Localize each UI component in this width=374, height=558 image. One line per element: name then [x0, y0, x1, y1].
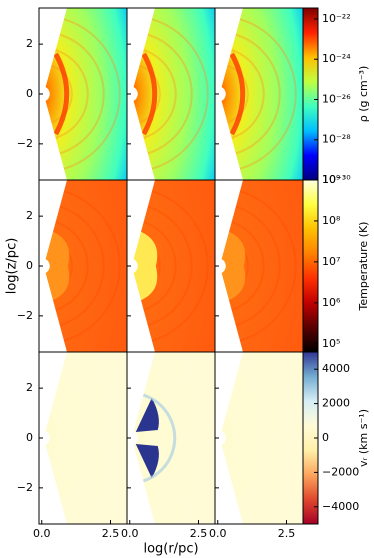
mask [39, 266, 67, 352]
colorbar-label: ρ (g cm⁻³) [357, 66, 370, 123]
x-tick-label: 0.0 [33, 527, 51, 540]
panel [39, 8, 127, 180]
mask [39, 86, 50, 102]
colorbar-tick-label: 10⁵ [322, 337, 340, 350]
colorbar-tick-label: 10⁻²⁶ [322, 92, 351, 105]
y-axis-label: log(z/pc) [5, 238, 20, 295]
x-tick-label: 2.5 [102, 527, 120, 540]
shock [53, 52, 70, 136]
mask [215, 430, 226, 446]
y-tick-label: −2 [17, 137, 33, 150]
x-tick-label: 2.5 [190, 527, 208, 540]
colorbar [302, 179, 319, 353]
shock [229, 52, 246, 136]
mask [127, 258, 138, 274]
mask [215, 438, 243, 524]
mask [127, 180, 155, 266]
mask [215, 86, 226, 102]
mask [39, 438, 67, 524]
mask [215, 258, 226, 274]
outflow [135, 444, 159, 478]
panel [127, 352, 215, 524]
colorbar-tick-label: 10⁸ [322, 214, 341, 227]
y-tick-label: 2 [26, 37, 33, 50]
x-tick-label: 0.0 [121, 527, 139, 540]
x-tick-label: 0.0 [209, 527, 227, 540]
y-tick-label: 2 [26, 381, 33, 394]
mask [127, 8, 155, 94]
colorbar-tick-label: 10⁷ [322, 255, 340, 268]
y-tick-label: 0 [26, 259, 33, 272]
mask [215, 180, 243, 266]
y-tick-label: −2 [17, 481, 33, 494]
colorbar-tick-label: 0 [322, 431, 329, 444]
colorbar-tick-label: 10⁻²⁴ [322, 52, 351, 65]
panel [215, 8, 303, 180]
colorbar-tick-label: 10⁶ [322, 296, 341, 309]
mask [39, 258, 50, 274]
colorbar-tick-label: 10⁻²⁸ [322, 133, 351, 146]
colorbar-tick-label: −4000 [322, 500, 359, 513]
outflow [135, 398, 159, 432]
y-tick-label: 0 [26, 431, 33, 444]
mask [127, 430, 138, 446]
colorbar-label: Temperature (K) [357, 222, 370, 312]
colorbar-tick-label: 2000 [322, 397, 350, 410]
colorbar-tick-label: 4000 [322, 362, 350, 375]
mask [215, 352, 243, 438]
panel [215, 180, 303, 352]
mask [215, 266, 243, 352]
x-tick-label: 2.5 [278, 527, 296, 540]
mask [127, 86, 138, 102]
mask [127, 438, 155, 524]
colorbar-label: vᵣ (km s⁻¹) [357, 409, 370, 467]
y-tick-label: 2 [26, 209, 33, 222]
colorbar-tick-label: −2000 [322, 465, 359, 478]
colorbar [302, 7, 319, 181]
mask [39, 94, 67, 180]
panel [127, 180, 215, 352]
colorbar-tick-label: 10⁻²² [322, 12, 351, 25]
panel [127, 8, 215, 180]
mask [39, 8, 67, 94]
colorbar-tick-label: 10⁻³⁰ [322, 173, 351, 186]
mask [39, 430, 50, 446]
y-tick-label: −2 [17, 309, 33, 322]
mask [39, 180, 67, 266]
mask [127, 94, 155, 180]
mask [127, 266, 155, 352]
mask [215, 8, 243, 94]
panel [215, 352, 303, 524]
mask [127, 352, 155, 438]
y-tick-label: 0 [26, 87, 33, 100]
colorbar-tick-label: 10⁹ [322, 173, 340, 186]
x-axis-label: log(r/pc) [143, 542, 198, 557]
shock [141, 52, 158, 136]
mask [39, 352, 67, 438]
mask [215, 94, 243, 180]
panel [39, 352, 127, 524]
panel [39, 180, 127, 352]
